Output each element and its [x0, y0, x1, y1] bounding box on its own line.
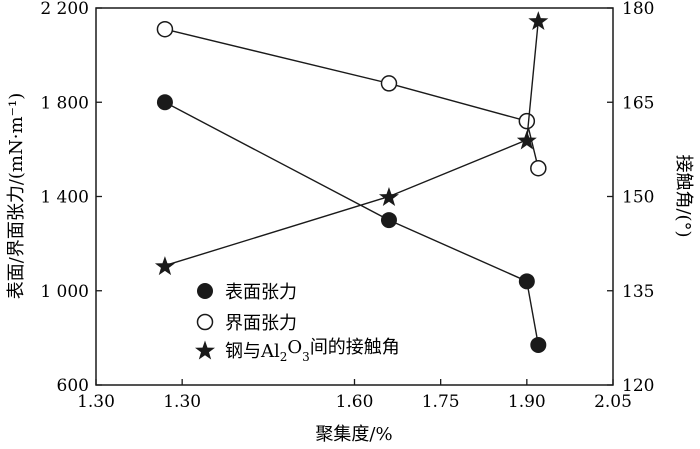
- legend-label-subscript: 3: [302, 350, 310, 364]
- series-line-1: [164, 28, 539, 169]
- legend-marker-filled-circle: [197, 283, 213, 299]
- data-point-star: [378, 187, 399, 206]
- data-point-filled-circle: [380, 212, 397, 229]
- right-y-tick-label: 135: [622, 282, 654, 302]
- right-axis-title: 接触角/(°): [673, 154, 694, 237]
- legend: 表面张力 界面张力 钢与Al2O3间的接触角: [195, 282, 400, 364]
- left-y-tick-label: 1 400: [40, 188, 89, 208]
- right-y-tick-label: 180: [622, 0, 654, 19]
- legend-label-part: 间的接触角: [310, 337, 400, 358]
- data-point-open-circle: [518, 112, 536, 130]
- data-point-star: [528, 11, 549, 31]
- data-point-open-circle: [156, 20, 174, 38]
- data-point-filled-circle: [518, 273, 535, 290]
- x-axis-title: 聚集度/%: [315, 424, 392, 445]
- left-y-axis: 600 1 000 1 400 1 800 2 200: [40, 0, 102, 396]
- data-point-filled-circle: [156, 94, 173, 111]
- legend-label-surface-tension: 表面张力: [225, 282, 297, 303]
- legend-marker-star: [195, 340, 215, 360]
- series-layer: [154, 11, 549, 353]
- data-point-open-circle: [380, 75, 398, 92]
- legend-label-part: 钢与Al: [225, 341, 280, 362]
- legend-item-interfacial-tension: 界面张力: [196, 313, 297, 334]
- right-y-tick-label: 150: [622, 188, 654, 208]
- right-y-tick-label: 165: [622, 93, 654, 113]
- left-y-tick-label: 600: [57, 376, 89, 396]
- x-tick-label: 1.75: [422, 392, 460, 412]
- x-tick-label: 2.05: [594, 392, 632, 412]
- legend-label-interfacial-tension: 界面张力: [225, 313, 297, 334]
- data-point-filled-circle: [530, 336, 547, 353]
- legend-marker-open-circle: [196, 313, 214, 331]
- data-point-star: [154, 256, 175, 276]
- x-axis: 1.30 1.30 1.60 1.75 1.90 2.05: [77, 379, 632, 412]
- data-point-open-circle: [530, 159, 547, 177]
- legend-label-part: O: [287, 337, 302, 358]
- legend-label-contact-angle: 钢与Al2O3间的接触角: [225, 337, 400, 364]
- legend-item-surface-tension: 表面张力: [197, 282, 297, 303]
- legend-item-contact-angle: 钢与Al2O3间的接触角: [195, 337, 400, 364]
- left-y-tick-label: 1 800: [40, 93, 89, 113]
- right-y-axis: 120 135 150 165 180: [607, 0, 654, 396]
- series-line-0: [164, 101, 539, 346]
- left-axis-title: 表面/界面张力/(mN·m⁻¹): [6, 93, 27, 300]
- data-point-star: [516, 130, 537, 150]
- x-tick-label: 1.60: [336, 392, 374, 412]
- x-tick-label: 1.90: [508, 392, 546, 412]
- x-tick-label: 1.30: [77, 392, 115, 412]
- right-y-tick-label: 120: [622, 376, 654, 396]
- series-line-2: [164, 20, 539, 267]
- left-y-tick-label: 2 200: [40, 0, 89, 19]
- x-tick-label: 1.30: [163, 392, 201, 412]
- left-y-tick-label: 1 000: [40, 282, 89, 302]
- legend-label-subscript: 2: [280, 350, 288, 364]
